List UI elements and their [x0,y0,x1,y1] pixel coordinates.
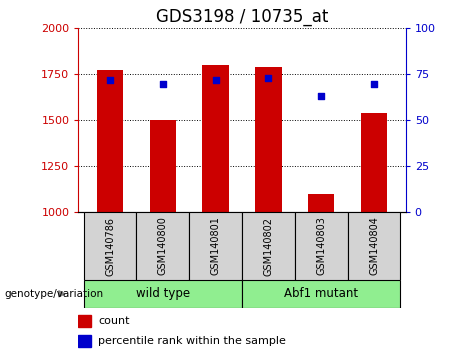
Text: GSM140786: GSM140786 [105,217,115,275]
Bar [348,212,401,280]
Point [159,81,166,86]
Text: genotype/variation: genotype/variation [5,289,104,299]
Title: GDS3198 / 10735_at: GDS3198 / 10735_at [156,8,328,25]
Bar [255,67,282,212]
Point [318,93,325,99]
Bar [150,120,176,212]
Bar [83,280,242,308]
Bar [202,65,229,212]
Bar [295,212,348,280]
Point [370,81,378,86]
Text: wild type: wild type [136,287,190,300]
Point [265,75,272,81]
Bar [189,212,242,280]
Bar [361,113,387,212]
Text: count: count [98,316,130,326]
Bar [78,335,91,347]
Bar [78,315,91,327]
Text: GSM140804: GSM140804 [369,217,379,275]
Text: GSM140801: GSM140801 [211,217,221,275]
Text: Abf1 mutant: Abf1 mutant [284,287,358,300]
Bar [308,194,334,212]
Bar [83,212,136,280]
Bar [136,212,189,280]
Bar [97,70,123,212]
Point [106,77,114,83]
Point [212,77,219,83]
Text: GSM140803: GSM140803 [316,217,326,275]
Bar [242,212,295,280]
Text: percentile rank within the sample: percentile rank within the sample [98,336,286,346]
Text: GSM140800: GSM140800 [158,217,168,275]
Bar [242,280,401,308]
Text: GSM140802: GSM140802 [263,217,273,275]
